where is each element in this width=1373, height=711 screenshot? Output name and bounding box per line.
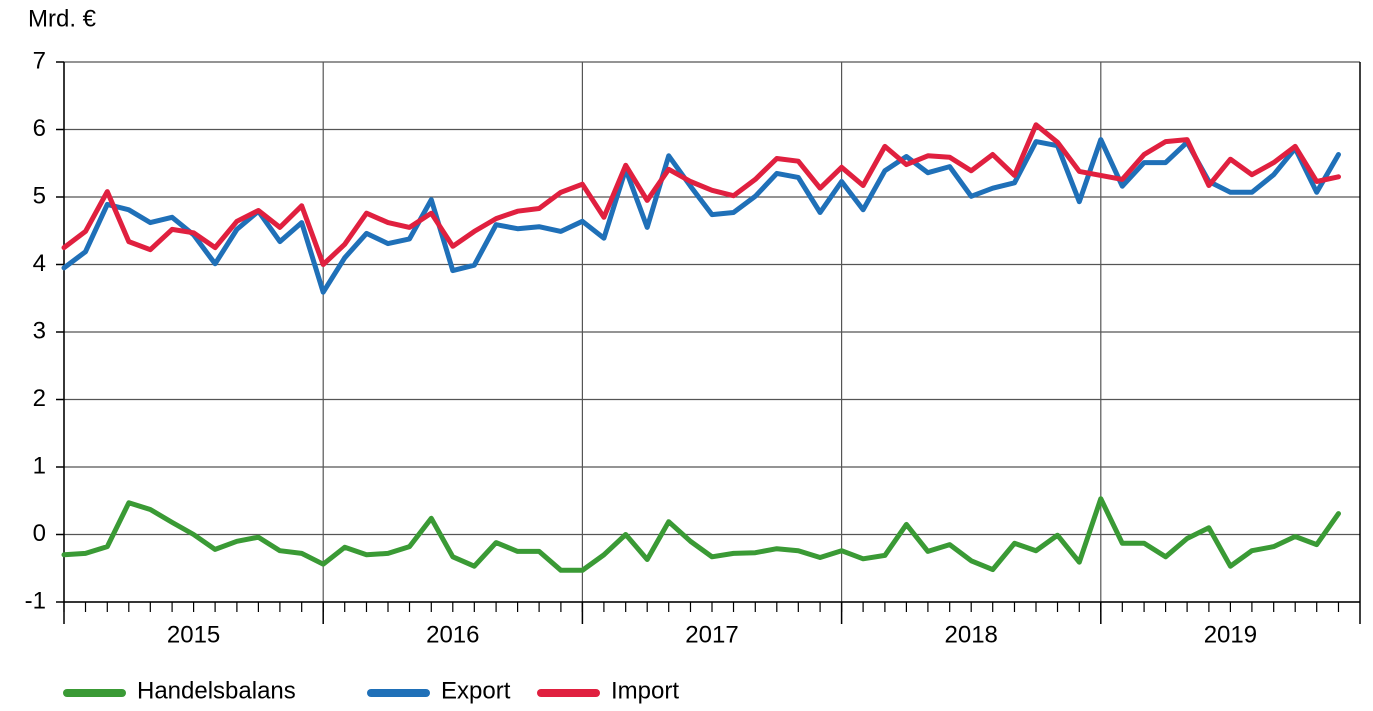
y-tick-label: 6 bbox=[33, 115, 46, 142]
series-line bbox=[61, 496, 1341, 573]
legend-label: Import bbox=[611, 677, 679, 704]
y-tick-label: 4 bbox=[33, 250, 46, 277]
series-line bbox=[61, 122, 1341, 267]
legend-label: Export bbox=[441, 677, 511, 704]
y-tick-label: 5 bbox=[33, 182, 46, 209]
y-tick-label: 0 bbox=[33, 520, 46, 547]
x-tick-label: 2015 bbox=[167, 621, 220, 648]
y-tick-label: 3 bbox=[33, 317, 46, 344]
y-tick-label: 2 bbox=[33, 385, 46, 412]
x-tick-label: 2016 bbox=[426, 621, 479, 648]
x-tick-label: 2019 bbox=[1204, 621, 1257, 648]
y-tick-label: 1 bbox=[33, 452, 46, 479]
x-tick-label: 2018 bbox=[945, 621, 998, 648]
y-axis-label: Mrd. € bbox=[28, 5, 97, 32]
series-line bbox=[61, 137, 1341, 295]
legend-label: Handelsbalans bbox=[137, 677, 296, 704]
y-tick-label: -1 bbox=[25, 587, 46, 614]
y-tick-label: 7 bbox=[33, 47, 46, 74]
x-tick-label: 2017 bbox=[685, 621, 738, 648]
